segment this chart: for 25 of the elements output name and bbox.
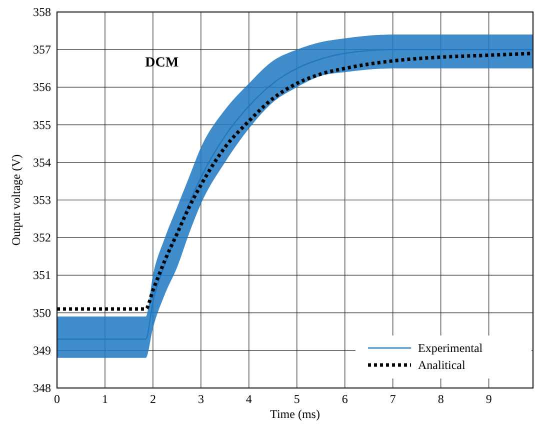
x-tick-label: 1 bbox=[102, 392, 108, 406]
y-tick-label: 352 bbox=[33, 230, 51, 245]
x-tick-label: 0 bbox=[54, 392, 60, 406]
y-tick-label: 351 bbox=[33, 268, 51, 282]
legend-label: Analitical bbox=[418, 358, 466, 372]
y-tick-label: 354 bbox=[33, 155, 51, 170]
x-axis-title: Time (ms) bbox=[270, 407, 320, 421]
x-tick-label: 8 bbox=[438, 392, 444, 406]
legend-label: Experimental bbox=[418, 341, 484, 355]
x-tick-label: 6 bbox=[342, 392, 348, 406]
y-tick-label: 349 bbox=[33, 343, 51, 358]
y-tick-label: 357 bbox=[33, 42, 51, 57]
x-tick-label: 7 bbox=[390, 392, 396, 406]
x-tick-label: 2 bbox=[150, 392, 156, 406]
y-tick-label: 358 bbox=[33, 5, 51, 19]
x-tick-label: 9 bbox=[486, 392, 492, 406]
x-tick-label: 3 bbox=[198, 392, 204, 406]
x-tick-label: 4 bbox=[246, 392, 252, 406]
y-tick-label: 353 bbox=[33, 193, 51, 207]
y-tick-label: 350 bbox=[33, 306, 51, 320]
x-tick-label: 5 bbox=[294, 392, 300, 406]
y-tick-label: 356 bbox=[33, 80, 51, 94]
y-axis-title: Output voltage (V) bbox=[9, 154, 23, 246]
y-tick-label: 355 bbox=[33, 118, 51, 132]
y-tick-label: 348 bbox=[33, 381, 51, 395]
